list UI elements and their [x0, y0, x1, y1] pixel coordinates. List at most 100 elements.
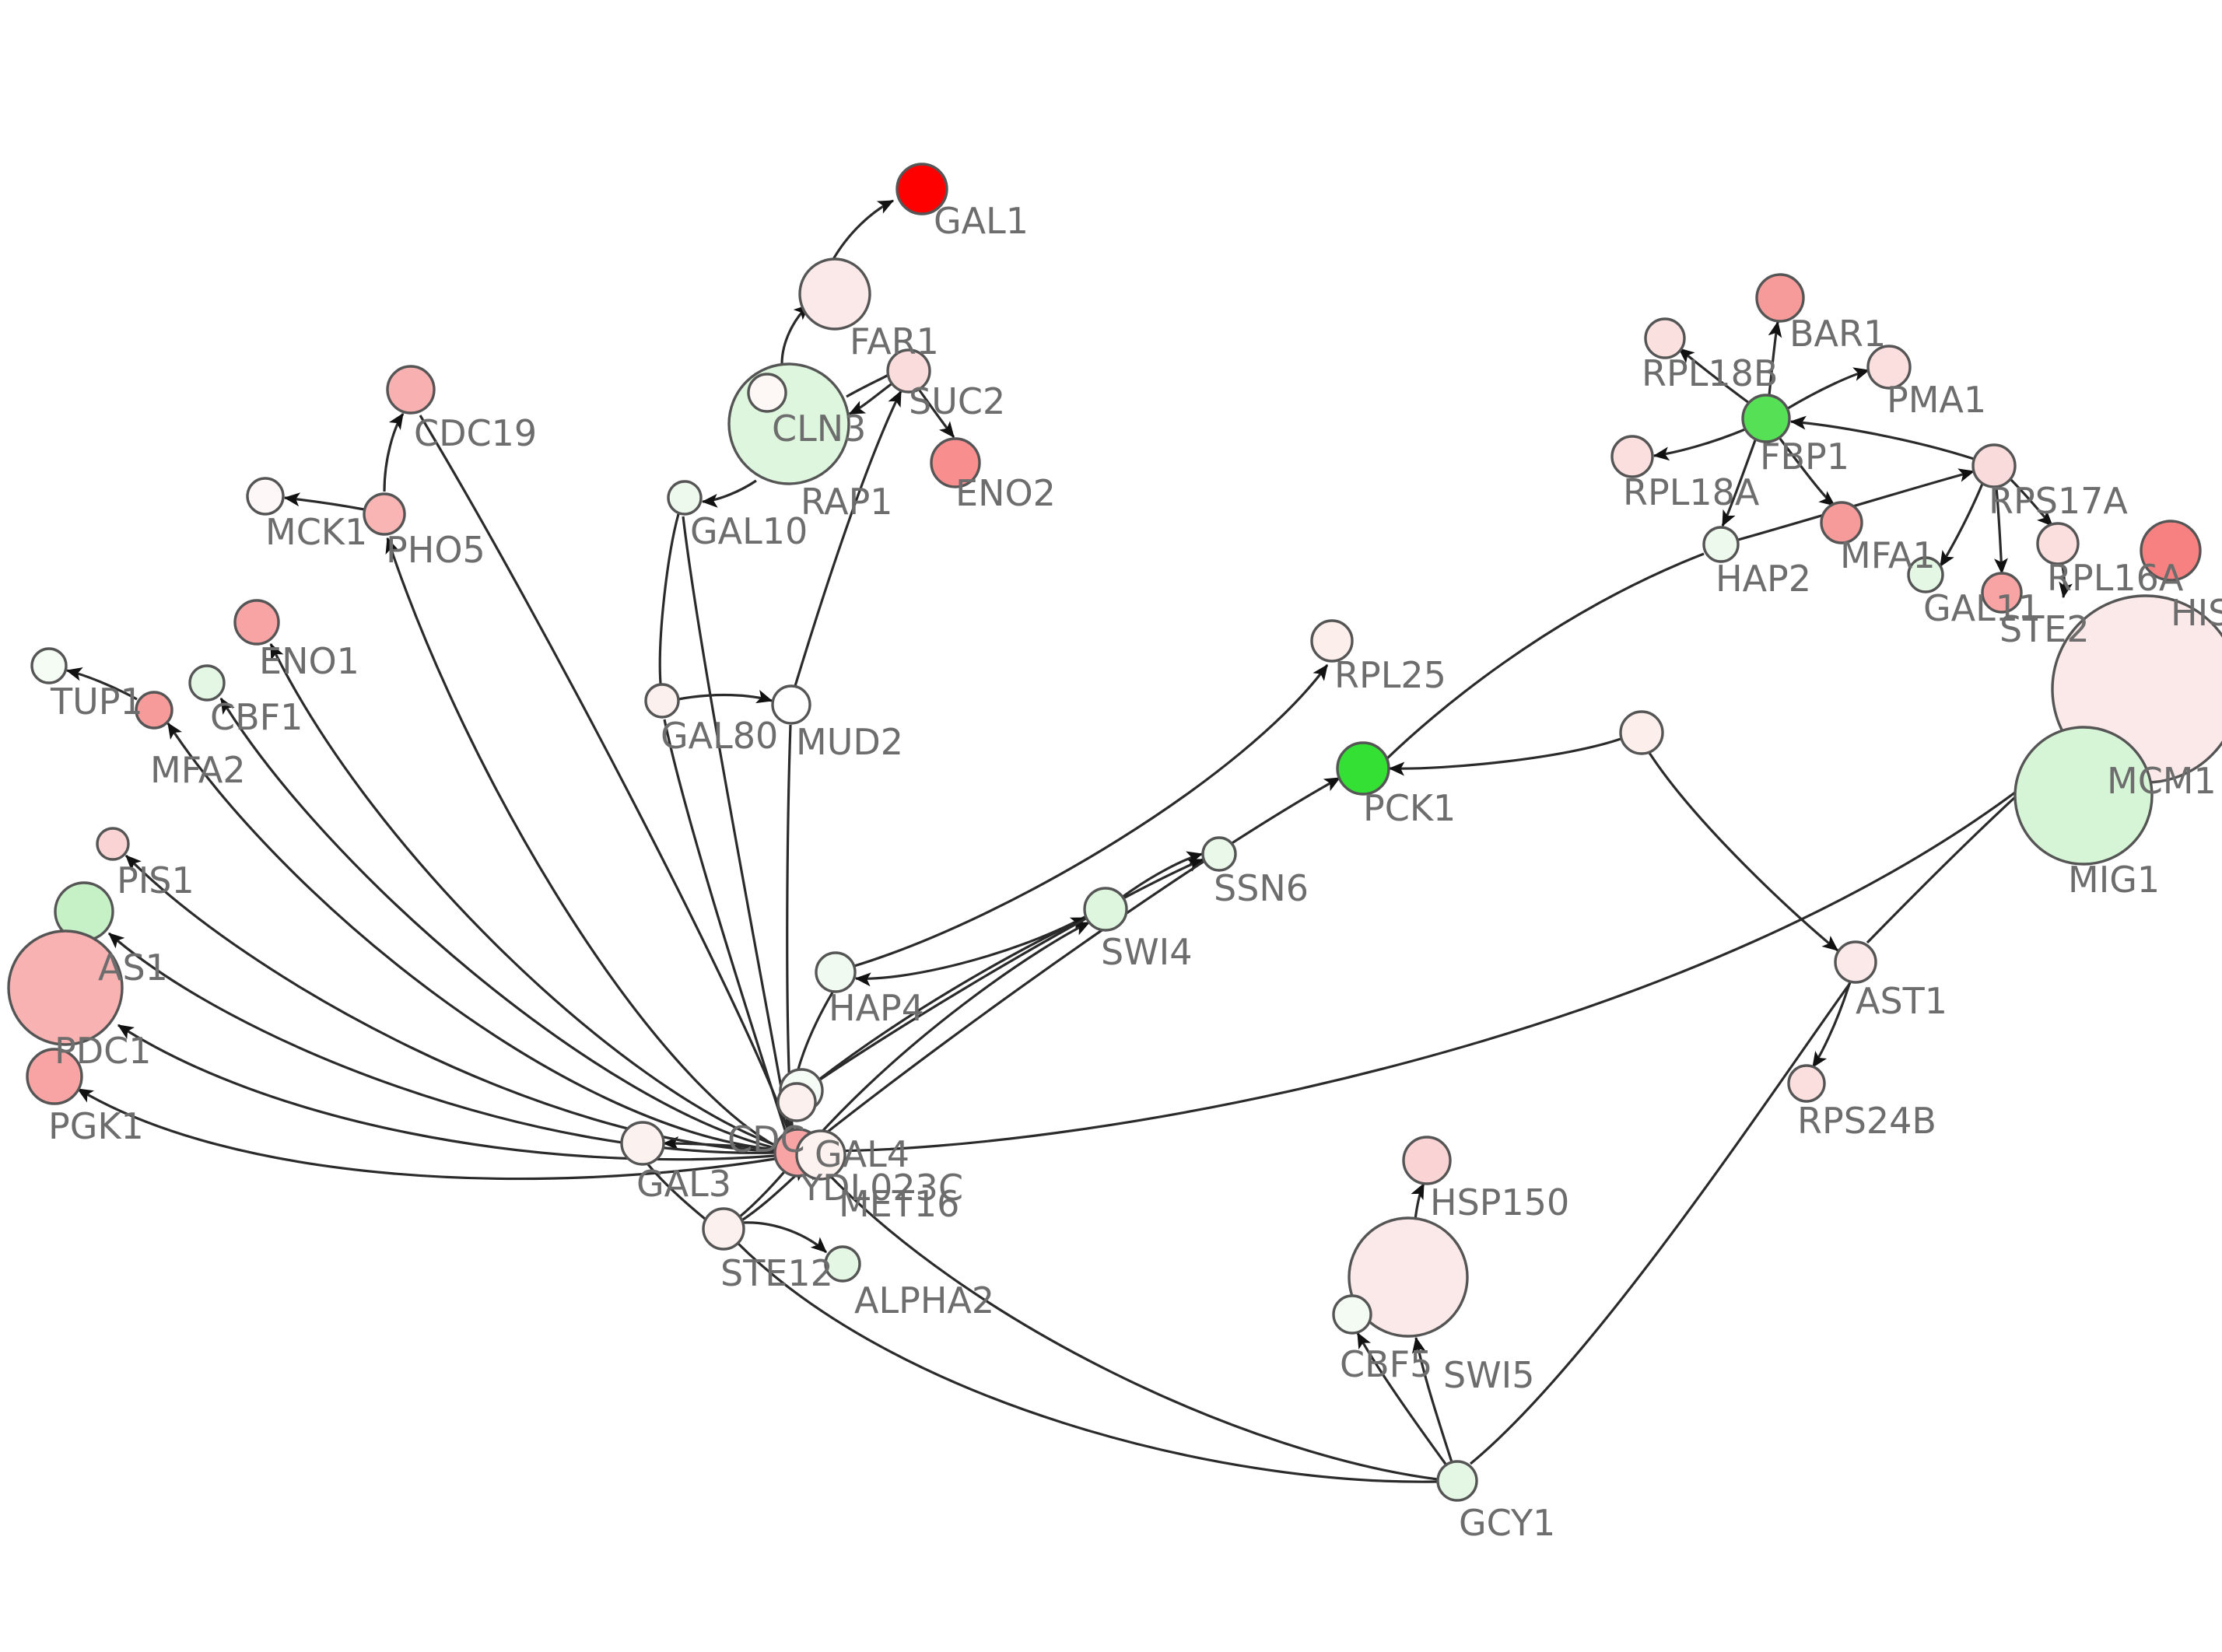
node-ast1[interactable] [1834, 940, 1877, 984]
edge-gal80-to-mud2 [678, 689, 773, 704]
node-pma1[interactable] [1866, 345, 1912, 390]
node-cdc19[interactable] [386, 365, 436, 415]
node-pdc1[interactable] [7, 929, 124, 1046]
node-eno2[interactable] [930, 437, 981, 488]
node-label-far1: FAR1 [850, 320, 939, 362]
node-gal1[interactable] [895, 163, 948, 215]
node-mud2[interactable] [771, 684, 811, 725]
node-label-rpl18b: RPL18B [1642, 352, 1778, 394]
node-label-gcy1: GCY1 [1459, 1502, 1555, 1544]
node-eno1[interactable] [233, 599, 280, 646]
node-label-hap4: HAP4 [829, 987, 924, 1029]
node-label-ast1: AST1 [1856, 980, 1947, 1022]
node-rps24b[interactable] [1787, 1064, 1826, 1103]
node-rpl18b[interactable] [1644, 317, 1686, 359]
node-cbf1[interactable] [188, 664, 226, 702]
node-label-gal10: GAL10 [690, 510, 808, 552]
edge-mfa2-to-tup1 [65, 667, 138, 701]
node-label-ssn6: SSN6 [1214, 867, 1309, 909]
node-alpha2[interactable] [824, 1245, 861, 1283]
node-gal11[interactable] [1907, 556, 1944, 593]
edge-gcy1-to-ast1 [1469, 982, 1852, 1465]
node-label-pgk1: PGK1 [48, 1105, 144, 1147]
node-label-pma1: PMA1 [1887, 379, 1986, 421]
node-label-ste2: STE2 [1999, 608, 2090, 650]
edge-gal4-to-pis1 [124, 854, 776, 1153]
node-mfa1[interactable] [1820, 501, 1863, 544]
node-his4[interactable] [2140, 520, 2202, 582]
node-gcy1[interactable] [1436, 1460, 1478, 1502]
node-ydl023c[interactable] [795, 1129, 846, 1181]
node-label-rpl18a: RPL18A [1623, 471, 1760, 513]
node-rap1[interactable] [747, 373, 787, 413]
node-swi5[interactable] [1348, 1216, 1469, 1338]
edge-swi4-to-hap4 [854, 915, 1087, 987]
node-cbf5[interactable] [1332, 1294, 1372, 1335]
node-hub1[interactable] [1619, 710, 1664, 755]
node-hsp150[interactable] [1402, 1136, 1452, 1185]
edge-hub1-to-ast1 [1648, 752, 1839, 952]
node-far1[interactable] [798, 257, 871, 331]
node-rps17a[interactable] [1971, 443, 2017, 488]
node-ste2[interactable] [1981, 572, 2023, 614]
edge-gal4-to-eno1 [269, 642, 776, 1146]
node-gal3[interactable] [620, 1121, 665, 1166]
node-pho5[interactable] [363, 492, 406, 536]
node-met16n[interactable] [776, 1082, 817, 1122]
edge-gcy1-to-swi5 [1411, 1336, 1453, 1463]
node-label-mud2: MUD2 [796, 721, 903, 763]
label-layer: GAL1 FAR1 SUC2 CLN3 RAP1 ENO2 GAL10 CDC19 MCK1 PH… [48, 200, 2222, 1544]
edge-rps17a-to-fbp1 [1789, 415, 1975, 460]
node-hap4[interactable] [815, 951, 857, 993]
node-label-pdc1: PDC1 [54, 1030, 152, 1072]
node-label-hap2: HAP2 [1716, 558, 1811, 600]
node-label-gal1: GAL1 [934, 200, 1029, 242]
edge-suc2-to-eno2 [918, 390, 955, 438]
edge-pho5-to-cdc19 [383, 412, 405, 492]
node-label-mck1: MCK1 [265, 511, 367, 553]
edge-rps17a-to-gal11 [1939, 483, 1984, 568]
node-label-swi5: SWI5 [1443, 1354, 1535, 1396]
node-rpl16a[interactable] [2036, 522, 2080, 565]
node-tup1[interactable] [30, 647, 68, 684]
node-ste12[interactable] [702, 1207, 745, 1251]
node-fbp1[interactable] [1741, 394, 1791, 443]
node-pck1[interactable] [1336, 741, 1390, 796]
node-label-eno1: ENO1 [259, 640, 359, 682]
edge-pho5-to-mck1 [283, 492, 365, 511]
node-suc2[interactable] [886, 348, 931, 394]
edge-gal4-to-gal10 [682, 516, 790, 1132]
node-label-his4: HIS4 [2171, 592, 2222, 634]
node-pis1[interactable] [96, 827, 130, 861]
edge-fbp1-to-rpl18b [1677, 347, 1750, 404]
edge-ste12-to-gal4 [738, 1165, 790, 1219]
node-label-gal11: GAL11 [1923, 587, 2041, 629]
edge-ste12-to-gcy1 [736, 1241, 1439, 1483]
node-rpl18a[interactable] [1610, 435, 1654, 478]
node-label-met16n: MET16 [839, 1183, 959, 1225]
edge-fbp1-to-pma1 [1787, 367, 1870, 410]
edge-mud2-to-suc2 [794, 390, 902, 687]
edge-cdcx-to-ssn6 [819, 858, 1204, 1081]
node-label-bar1: BAR1 [1789, 313, 1886, 355]
node-pgk1[interactable] [26, 1048, 83, 1105]
node-mck1[interactable] [246, 477, 285, 516]
node-swi4[interactable] [1083, 887, 1128, 932]
node-hap2[interactable] [1702, 526, 1740, 563]
edge-rps17a-to-ste2 [1994, 487, 2008, 575]
node-label-mig1: MIG1 [2068, 859, 2160, 901]
node-gal10[interactable] [667, 480, 703, 516]
node-label-cln3: CLN3 [772, 408, 866, 450]
node-gal80[interactable] [644, 683, 680, 719]
node-label-fbp1: FBP1 [1760, 436, 1849, 478]
node-bar1[interactable] [1755, 273, 1805, 323]
edge-gal4-to-mud2 [786, 724, 794, 1130]
node-ssn6[interactable] [1201, 836, 1237, 872]
node-mfa2[interactable] [135, 691, 173, 730]
node-label-mfa1: MFA1 [1840, 534, 1936, 576]
edge-gal80-to-gal10 [658, 513, 680, 684]
edge-gal4-to-pho5 [385, 537, 777, 1148]
node-rpl25[interactable] [1310, 619, 1354, 663]
node-mig1[interactable] [2013, 726, 2154, 866]
edge-hub1-to-pck1 [1388, 737, 1621, 776]
